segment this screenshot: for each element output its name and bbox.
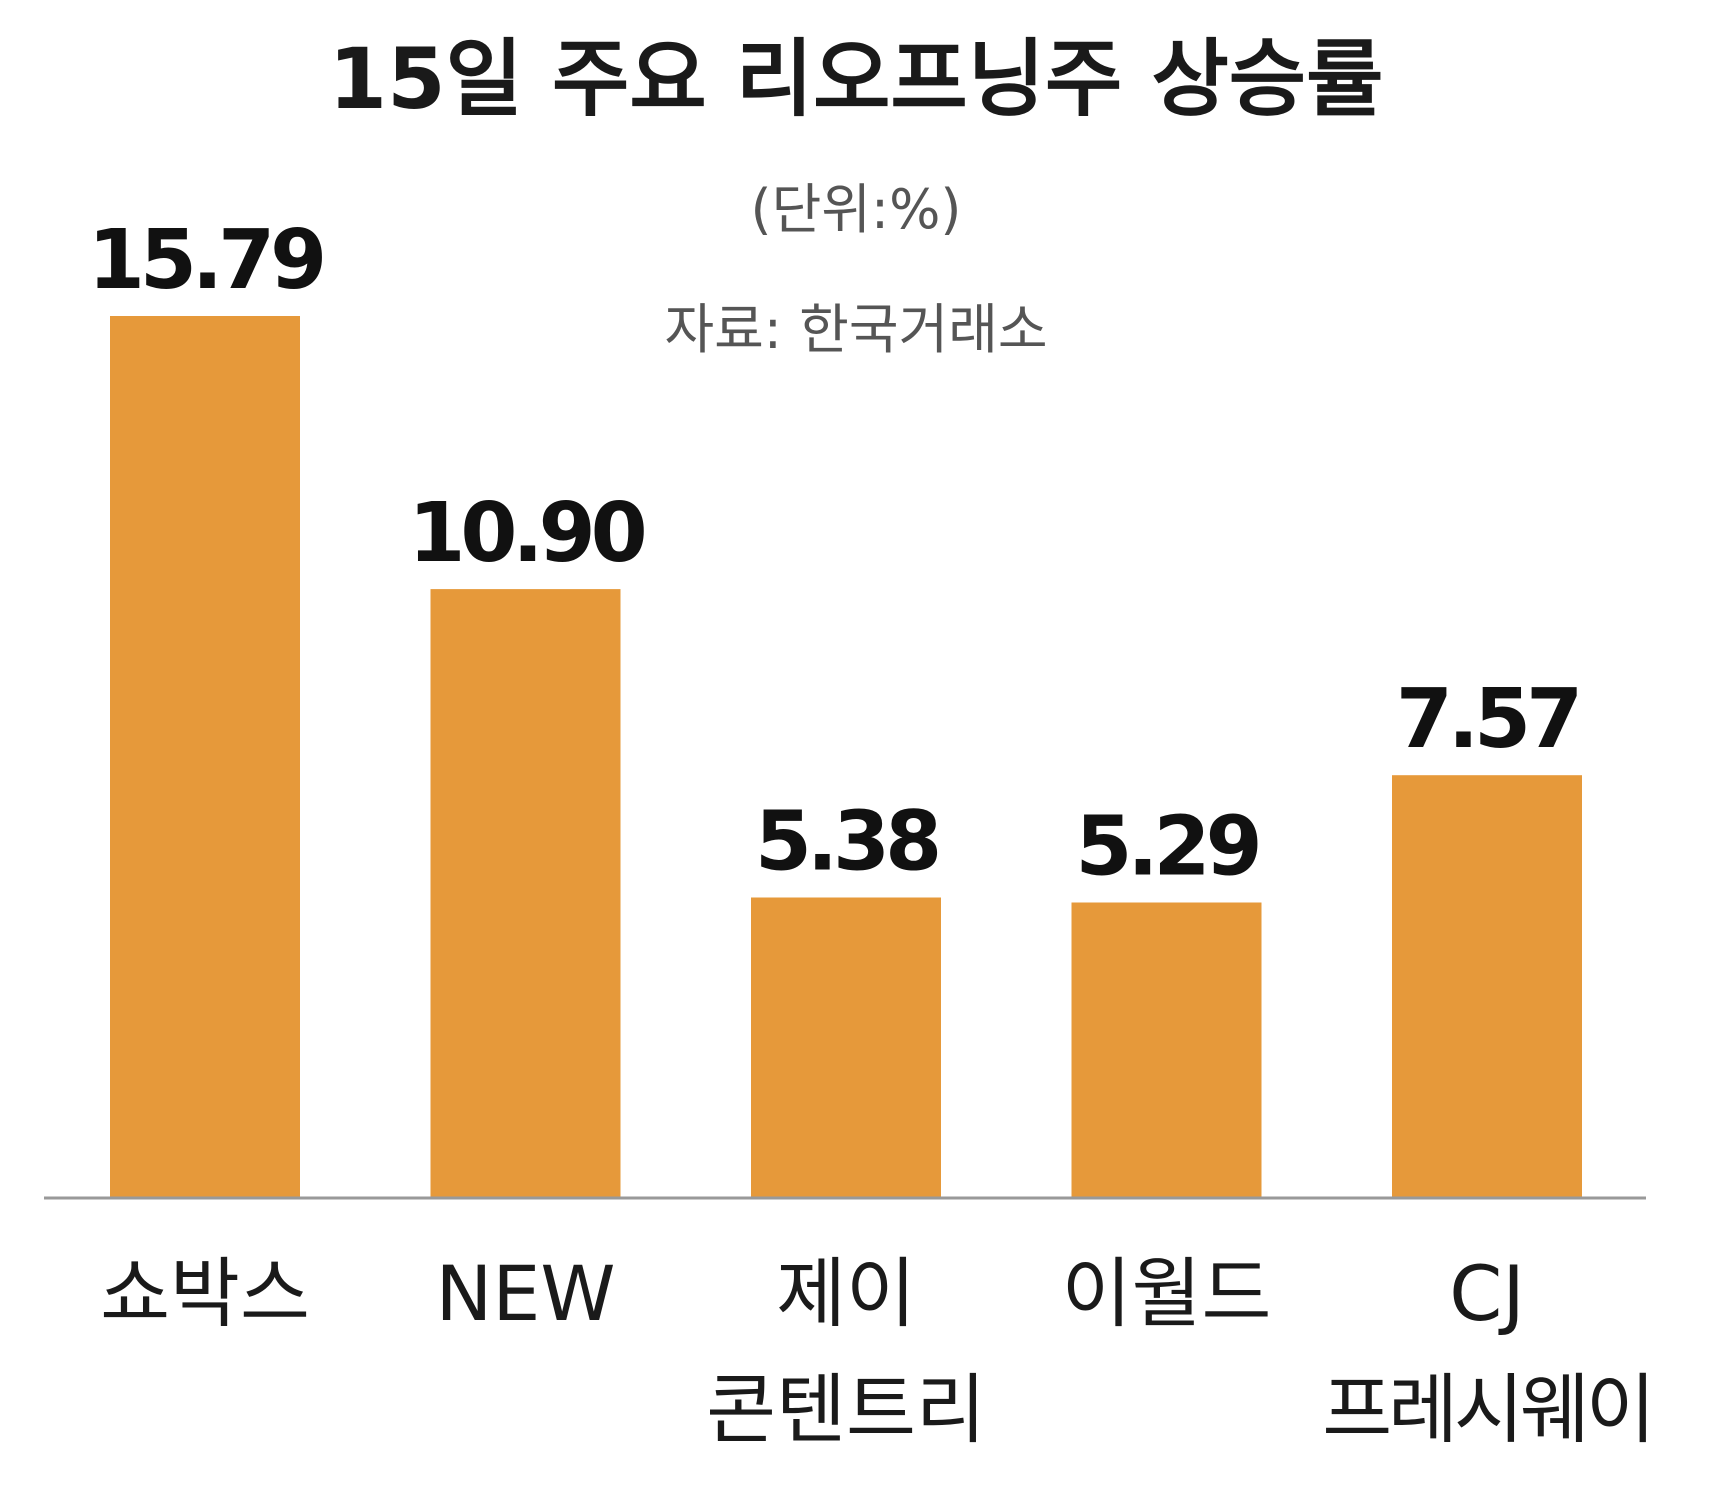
value-labels-group: 15.79 10.90 5.38 5.29 7.57 <box>88 213 1583 895</box>
chart-title: 15일 주요 리오프닝주 상승률 <box>329 30 1384 128</box>
category-label: 이월드 <box>1062 1249 1272 1338</box>
category-label: 쇼박스 <box>100 1249 310 1338</box>
value-label: 7.57 <box>1396 672 1578 767</box>
bar <box>430 589 621 1198</box>
value-label: 5.38 <box>755 795 937 890</box>
category-label: 프레시웨이 <box>1322 1365 1652 1454</box>
category-label: 제이 <box>776 1249 916 1338</box>
value-label: 10.90 <box>408 486 644 581</box>
category-label: 콘텐트리 <box>706 1365 986 1454</box>
bar <box>751 897 941 1198</box>
category-label: NEW <box>435 1249 615 1338</box>
value-label: 15.79 <box>88 213 322 308</box>
bar <box>1071 902 1262 1198</box>
bar <box>110 316 300 1198</box>
unit-note: (단위:%) <box>751 178 962 241</box>
bar <box>1392 775 1582 1198</box>
bars-group <box>110 316 1582 1198</box>
category-label: CJ <box>1449 1249 1524 1338</box>
source-note: 자료: 한국거래소 <box>664 298 1047 361</box>
value-label: 5.29 <box>1075 800 1257 895</box>
